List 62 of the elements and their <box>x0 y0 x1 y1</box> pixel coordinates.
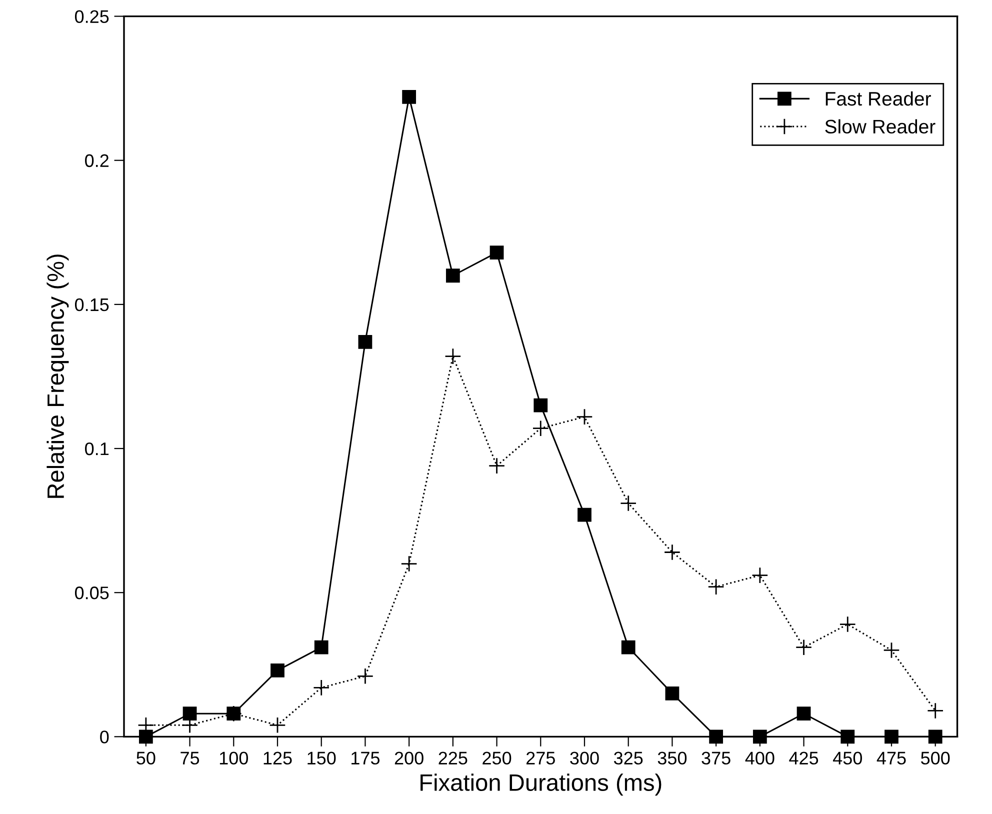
point <box>664 544 681 561</box>
point <box>839 616 856 633</box>
point <box>269 716 286 734</box>
x-tick-label: 500 <box>921 752 950 765</box>
y-tick-label: 0.2 <box>85 154 109 168</box>
point <box>621 640 636 654</box>
x-tick-label: 325 <box>614 752 643 765</box>
point <box>840 730 855 744</box>
x-tick-label: 100 <box>220 752 248 765</box>
point <box>752 566 768 584</box>
legend-label: Fast Reader <box>826 91 931 106</box>
x-tick-label: 425 <box>789 752 818 765</box>
point <box>356 668 374 684</box>
y-tick-label: 0.1 <box>85 442 109 456</box>
point <box>402 90 416 104</box>
x-tick-label: 175 <box>352 752 380 765</box>
point <box>708 578 724 596</box>
x-axis-title: Fixation Durations (ms) <box>420 774 662 796</box>
x-tick-label: 150 <box>308 752 336 765</box>
y-axis-title: Relative Frequency (%) <box>46 254 69 498</box>
point <box>927 702 944 720</box>
x-tick-label: 350 <box>658 752 687 765</box>
point <box>490 246 504 260</box>
x-tick-label: 375 <box>702 752 730 765</box>
x-tick-label: 450 <box>832 752 862 765</box>
x-tick-label: 125 <box>264 752 292 765</box>
point <box>358 334 372 349</box>
x-tick-label: 250 <box>482 752 512 765</box>
point <box>620 494 637 512</box>
point <box>488 457 506 474</box>
point <box>534 398 548 412</box>
x-tick-label: 400 <box>745 752 774 765</box>
point <box>795 639 812 656</box>
point <box>883 642 900 659</box>
point <box>314 640 328 654</box>
x-tick-label: 75 <box>180 752 200 765</box>
point <box>665 686 680 700</box>
point <box>752 730 767 744</box>
point <box>532 420 549 437</box>
x-tick-label: 275 <box>526 752 555 765</box>
point <box>578 508 592 522</box>
y-tick-label: 0.05 <box>74 586 109 600</box>
point <box>576 408 593 426</box>
point <box>884 730 898 744</box>
x-tick-label: 200 <box>394 752 424 765</box>
point <box>928 730 942 744</box>
point <box>444 348 462 365</box>
point <box>446 268 460 283</box>
x-tick-label: 475 <box>876 752 906 765</box>
point <box>182 706 197 721</box>
y-tick-label: 0.25 <box>74 10 109 23</box>
y-tick-label: 0.15 <box>74 298 109 312</box>
x-tick-label: 300 <box>570 752 599 765</box>
x-tick-label: 50 <box>136 752 156 765</box>
point <box>400 555 418 572</box>
point <box>313 679 330 696</box>
y-tick-label: 0 <box>100 730 109 744</box>
point <box>796 706 811 721</box>
point <box>270 663 284 678</box>
point <box>709 730 724 744</box>
legend-label: Slow Reader <box>825 119 936 134</box>
x-tick-label: 225 <box>438 752 468 765</box>
